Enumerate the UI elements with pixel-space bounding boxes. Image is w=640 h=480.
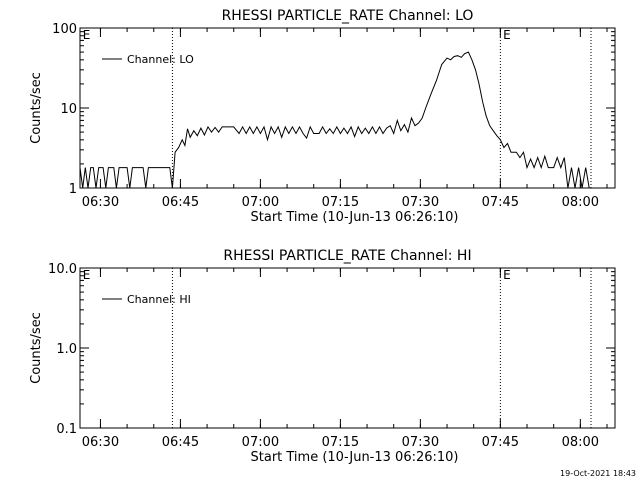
y-tick-label: 10.0 [48,262,77,277]
legend-label-lo: Channel: LO [127,53,194,66]
chart-title: RHESSI PARTICLE_RATE Channel: LO [222,8,474,24]
y-tick-label: 1 [69,182,77,197]
x-tick-label: 08:00 [562,195,599,210]
y-tick-label: 0.1 [56,422,77,437]
plot-frame [79,27,616,189]
x-tick-label: 07:30 [402,435,439,450]
event-marker: E [503,28,511,42]
x-tick-label: 07:30 [402,195,439,210]
x-tick-label: 07:45 [482,195,519,210]
x-tick-label: 07:15 [322,435,359,450]
chart-panel-hi: RHESSI PARTICLE_RATE Channel: HI 0.1 1.0 10… [29,248,616,465]
y-tick-label: 100 [52,22,77,37]
y-tick-label: 1.0 [56,342,77,357]
event-marker: E [503,268,511,282]
y-axis-label: Counts/sec [29,312,44,384]
footer-timestamp: 19-Oct-2021 18:43 [560,469,636,478]
x-axis-label: Start Time (10-Jun-13 06:26:10) [251,450,459,465]
x-axis-label: Start Time (10-Jun-13 06:26:10) [251,210,459,225]
x-tick-label: 06:45 [162,195,199,210]
x-tick-label: 07:45 [482,435,519,450]
x-tick-label: 07:15 [322,195,359,210]
plot-frame [79,267,616,429]
x-tick-label: 06:45 [162,435,199,450]
chart-panel-lo: RHESSI PARTICLE_RATE Channel: LO 1 10 100 Co… [29,8,616,225]
x-tick-label: 08:00 [562,435,599,450]
legend-label-hi: Channel: HI [127,293,191,306]
event-marker: E [83,268,91,282]
x-tick-label: 07:00 [242,435,279,450]
event-marker: E [83,28,91,42]
chart-title: RHESSI PARTICLE_RATE Channel: HI [223,248,471,264]
series-line-lo [79,51,590,189]
x-tick-label: 06:30 [82,435,119,450]
x-tick-label: 06:30 [82,195,119,210]
y-tick-label: 10 [60,102,77,117]
x-tick-label: 07:00 [242,195,279,210]
y-axis-label: Counts/sec [29,72,44,144]
